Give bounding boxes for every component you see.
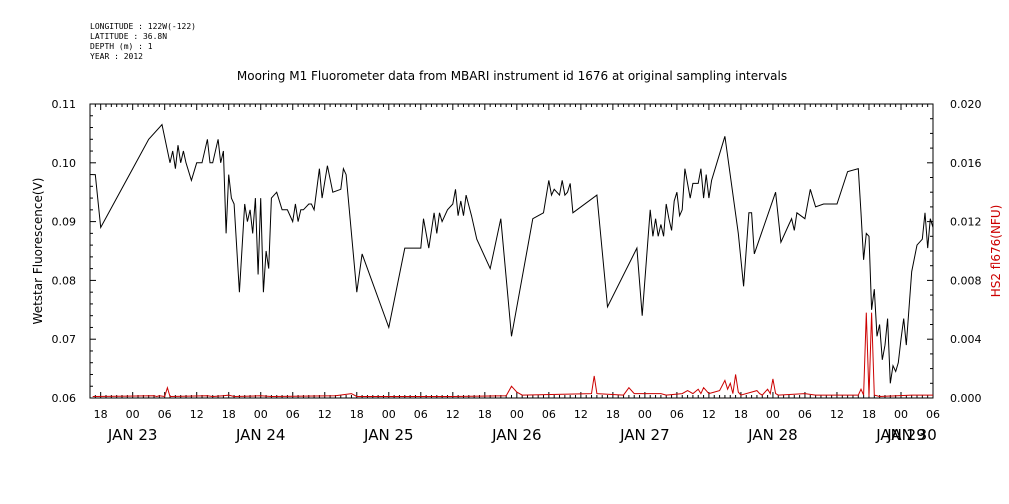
axes: 18 00 06 12 18 00 06 12 18 00 06 12 18 00 06 12 18 00 06 12… [52,98,982,444]
x-tick-label: 12 [702,408,716,421]
meta-latitude: LATITUDE : 36.8N [90,32,167,41]
x-tick-label: 18 [862,408,876,421]
x-tick-label: 12 [830,408,844,421]
x-tick-label: 12 [446,408,460,421]
x-tick-label: 00 [766,408,780,421]
y-right-tick-label: 0.000 [950,392,982,405]
x-tick-label: 00 [510,408,524,421]
x-tick-label: 12 [574,408,588,421]
x-tick-label: 12 [190,408,204,421]
header-meta: LONGITUDE : 122W(-122) LATITUDE : 36.8N … [90,22,196,61]
x-day-label: JAN 27 [619,426,670,444]
x-tick-label: 18 [94,408,108,421]
x-tick-label: 06 [926,408,940,421]
x-tick-label: 00 [126,408,140,421]
meta-year: YEAR : 2012 [90,52,143,61]
chart-title: Mooring M1 Fluorometer data from MBARI i… [237,69,787,83]
y-axis-right-label: HS2 fl676(NFU) [989,205,1003,298]
y-right-tick-label: 0.020 [950,98,982,111]
series-layer [92,123,934,398]
x-day-label: JAN 28 [747,426,798,444]
y-left-tick-label: 0.10 [52,157,77,170]
y-left-tick-label: 0.08 [52,274,77,287]
y-axis-left-label: Wetstar Fluorescence(V) [31,178,45,325]
x-tick-label: 18 [606,408,620,421]
x-tick-label: 06 [158,408,172,421]
x-tick-label: 00 [894,408,908,421]
x-tick-label: 06 [414,408,428,421]
meta-depth: DEPTH (m) : 1 [90,42,153,51]
x-tick-label: 18 [478,408,492,421]
y-right-tick-label: 0.012 [950,216,982,229]
y-left-tick-label: 0.06 [52,392,77,405]
y-left-tick-label: 0.11 [52,98,77,111]
y-right-tick-label: 0.004 [950,333,982,346]
x-day-label: JAN 25 [363,426,414,444]
x-tick-label: 12 [318,408,332,421]
x-day-label: JAN 29 [875,426,926,444]
meta-longitude: LONGITUDE : 122W(-122) [90,22,196,31]
x-tick-label: 06 [798,408,812,421]
x-tick-label: 06 [542,408,556,421]
x-day-label: JAN 26 [491,426,542,444]
x-tick-label: 00 [638,408,652,421]
x-tick-label: 06 [670,408,684,421]
y-left-tick-label: 0.07 [52,333,77,346]
x-tick-label: 18 [222,408,236,421]
x-tick-label: 06 [286,408,300,421]
x-tick-label: 00 [254,408,268,421]
series-line-hs2-fl676 [92,312,933,398]
x-day-label: JAN 30 [886,426,937,444]
x-day-label: JAN 24 [235,426,286,444]
y-left-tick-label: 0.09 [52,216,77,229]
y-right-tick-label: 0.008 [950,274,982,287]
series-line-wetstar-fluorescence [92,123,934,384]
x-tick-label: 00 [382,408,396,421]
x-tick-label: 18 [350,408,364,421]
x-tick-label: 18 [734,408,748,421]
y-right-tick-label: 0.016 [950,157,982,170]
x-day-label: JAN 23 [107,426,158,444]
